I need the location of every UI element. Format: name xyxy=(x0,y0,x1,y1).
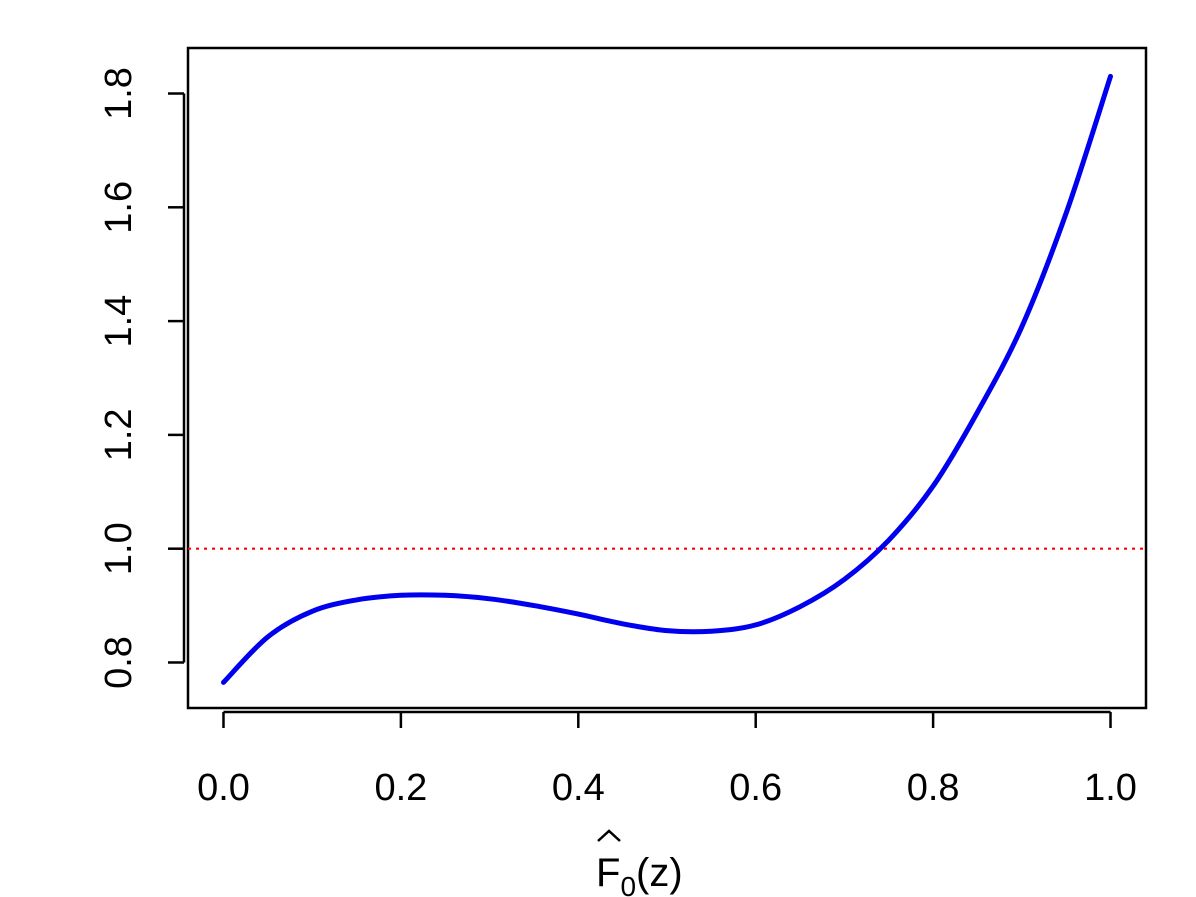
x-axis-label: F0(z) xyxy=(596,829,683,897)
x-tick-label: 0.8 xyxy=(907,767,960,809)
x-axis-label-subscript: 0 xyxy=(620,871,636,897)
x-axis-label-suffix: (z) xyxy=(636,851,683,895)
y-tick-label: 0.8 xyxy=(98,636,140,689)
series-group xyxy=(221,73,1113,685)
y-tick-label: 1.0 xyxy=(98,522,140,575)
x-tick-label: 0.2 xyxy=(374,767,427,809)
y-tick-label: 1.8 xyxy=(98,67,140,120)
y-tick-label: 1.6 xyxy=(98,181,140,234)
x-axis-label-base: F xyxy=(596,851,620,895)
series-line xyxy=(221,73,1113,685)
y-axis: 0.8 1.0 1.2 1.4 1.6 1.8 xyxy=(98,67,186,689)
x-tick-label: 0.0 xyxy=(197,767,250,809)
y-tick-label: 1.4 xyxy=(98,295,140,348)
plot-frame xyxy=(186,46,1148,710)
x-tick-label: 0.6 xyxy=(729,767,782,809)
x-tick-label: 1.0 xyxy=(1084,767,1137,809)
x-tick-label: 0.4 xyxy=(552,767,605,809)
y-tick-label: 1.2 xyxy=(98,408,140,461)
x-axis-label-hat xyxy=(597,829,621,842)
svg-text:F0(z): F0(z) xyxy=(596,851,683,897)
x-axis: 0.0 0.2 0.4 0.6 0.8 1.0 xyxy=(197,710,1137,809)
